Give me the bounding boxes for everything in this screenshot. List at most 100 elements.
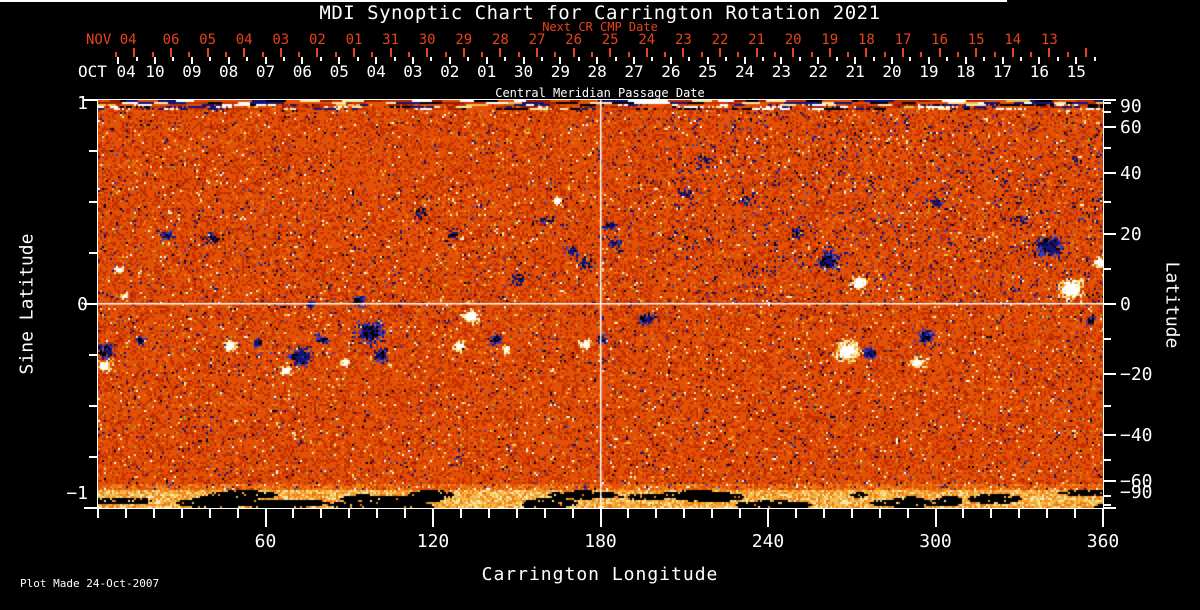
next-cr-day-label: 20 — [784, 32, 802, 48]
cmp-day-label: 07 — [255, 62, 276, 81]
axis-tick — [89, 150, 98, 152]
axis-tick — [964, 57, 967, 64]
axis-tick — [348, 509, 351, 518]
axis-tick — [190, 57, 193, 64]
axis-tick — [962, 509, 965, 518]
next-cr-axis-tick — [719, 48, 721, 57]
next-cr-day-label: 24 — [638, 32, 656, 48]
next-cr-axis-tick — [371, 52, 374, 57]
next-cr-axis-tick — [170, 48, 172, 57]
next-cr-day-label: 04 — [235, 32, 253, 48]
sine-latitude-tick-label: −1 — [66, 483, 88, 504]
axis-tick — [543, 509, 546, 518]
next-cr-axis-tick — [554, 52, 557, 57]
axis-tick — [356, 57, 359, 61]
cmp-day-label: 26 — [661, 62, 681, 81]
next-cr-axis-tick — [151, 52, 154, 57]
next-cr-day-label: 30 — [418, 32, 436, 48]
axis-tick — [485, 57, 488, 64]
next-cr-day-label: 19 — [821, 32, 839, 48]
axis-tick — [393, 57, 396, 61]
axis-tick — [320, 509, 323, 518]
axis-tick — [743, 57, 746, 64]
next-cr-day-label: 17 — [894, 32, 912, 48]
axis-tick — [872, 57, 875, 61]
cmp-day-label: 01 — [477, 62, 497, 81]
next-cr-axis-tick — [206, 48, 209, 57]
next-cr-axis-tick — [883, 52, 886, 57]
cmp-day-label: 02 — [440, 62, 460, 81]
axis-tick — [1093, 57, 1096, 61]
latitude-tick-label: −40 — [1120, 425, 1153, 447]
axis-tick — [154, 57, 156, 64]
next-cr-day-label: 18 — [857, 32, 875, 48]
next-cr-axis-tick — [1048, 48, 1051, 57]
axis-tick — [906, 509, 909, 518]
next-cr-axis-tick — [956, 52, 959, 57]
axis-tick — [487, 509, 490, 518]
axis-tick — [89, 456, 98, 458]
axis-tick — [117, 57, 120, 64]
axis-tick — [1103, 507, 1116, 509]
latitude-tick-label: 20 — [1120, 224, 1142, 246]
latitude-tick-label: −90 — [1120, 482, 1153, 503]
axis-tick — [822, 509, 825, 518]
next-cr-axis-tick — [115, 52, 118, 57]
axis-tick — [540, 57, 543, 61]
axis-tick — [135, 57, 138, 61]
axis-tick — [1001, 57, 1004, 64]
axis-tick — [1103, 459, 1111, 462]
next-cr-axis-tick — [993, 52, 996, 57]
next-cr-day-label: 16 — [931, 32, 949, 48]
next-cr-axis-tick — [243, 48, 246, 57]
next-cr-axis-tick — [828, 48, 831, 57]
axis-tick — [84, 507, 98, 509]
cmp-day-label: 22 — [808, 62, 828, 81]
cmp-day-label: 05 — [329, 62, 349, 81]
cmp-month-label: OCT 04 — [78, 62, 136, 81]
next-cr-axis-tick — [865, 48, 868, 57]
latitude-tick-label: 40 — [1120, 162, 1142, 184]
next-cr-axis-tick — [334, 52, 337, 57]
sine-latitude-tick-label: 1 — [77, 93, 88, 114]
axis-tick — [1103, 111, 1111, 114]
axis-tick — [319, 57, 322, 61]
axis-tick — [432, 509, 434, 527]
axis-tick — [780, 57, 783, 64]
axis-tick — [711, 509, 714, 518]
next-cr-axis-tick — [353, 48, 355, 57]
next-cr-day-label: 29 — [455, 32, 473, 48]
axis-tick — [990, 509, 993, 518]
axis-tick — [1056, 57, 1059, 61]
axis-tick — [1103, 303, 1116, 305]
cmp-day-label: 30 — [513, 62, 534, 81]
cmp-day-label: 17 — [992, 62, 1013, 81]
next-cr-axis-tick — [462, 48, 465, 57]
axis-tick — [459, 509, 462, 518]
cmp-day-label: 18 — [956, 62, 976, 81]
axis-tick — [850, 509, 853, 518]
axis-tick — [227, 57, 230, 64]
next-cr-day-label: 15 — [967, 32, 985, 48]
axis-tick — [1103, 102, 1111, 105]
sine-latitude-tick-label: 0 — [77, 294, 88, 315]
axis-tick — [798, 57, 801, 61]
next-cr-axis-tick — [188, 52, 191, 57]
next-cr-axis-tick — [481, 52, 484, 57]
axis-tick — [1103, 479, 1116, 482]
axis-tick — [577, 57, 580, 61]
axis-tick — [794, 509, 797, 518]
axis-tick — [1103, 146, 1111, 149]
cmp-day-label: 10 — [145, 62, 165, 81]
cmp-day-label: 24 — [734, 62, 755, 81]
magnetogram-canvas — [98, 100, 1103, 508]
axis-tick — [236, 509, 239, 518]
next-cr-axis-tick — [938, 48, 941, 57]
next-cr-day-label: 23 — [674, 32, 692, 48]
next-cr-day-label: 02 — [308, 32, 326, 48]
axis-tick — [627, 509, 630, 518]
axis-tick — [246, 57, 249, 61]
axis-tick — [89, 201, 98, 203]
next-cr-axis-tick — [609, 48, 612, 57]
axis-tick — [89, 252, 98, 254]
